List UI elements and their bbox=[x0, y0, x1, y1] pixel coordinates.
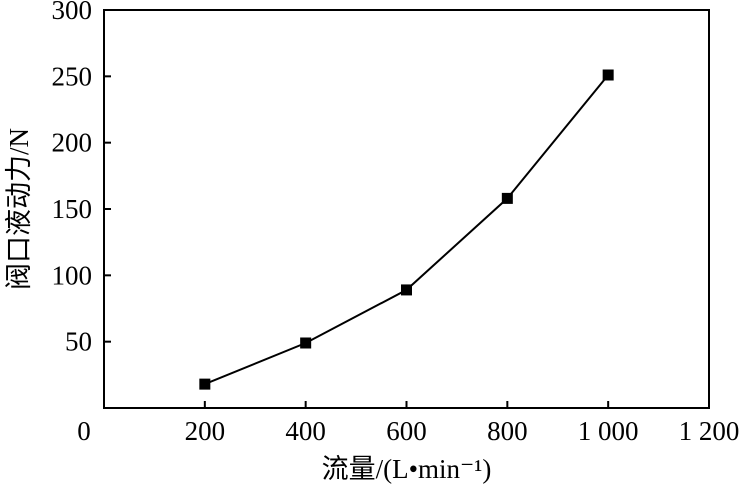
x-tick-label: 1 000 bbox=[578, 416, 639, 446]
plot-frame bbox=[103, 9, 710, 409]
x-tick-label: 0 bbox=[77, 416, 91, 446]
x-tick-label: 200 bbox=[185, 416, 226, 446]
data-point-marker bbox=[602, 69, 614, 81]
data-point-marker bbox=[199, 378, 211, 390]
x-tick-labels: 0 200 400 600 800 1 000 1 200 bbox=[77, 416, 739, 446]
y-tick-label: 300 bbox=[52, 0, 93, 25]
y-tick-labels: 50 100 150 200 250 300 bbox=[52, 0, 93, 357]
y-tick-label: 200 bbox=[52, 128, 93, 158]
data-point-marker bbox=[501, 192, 513, 204]
x-tick-label: 600 bbox=[386, 416, 427, 446]
y-tick-label: 250 bbox=[52, 61, 93, 91]
y-tick-label: 50 bbox=[65, 327, 92, 357]
x-tick-label: 400 bbox=[285, 416, 326, 446]
y-axis-title: 阀口液动力/N bbox=[4, 128, 34, 290]
x-tick-label: 800 bbox=[487, 416, 528, 446]
y-tick-label: 150 bbox=[52, 194, 93, 224]
axis-ticks bbox=[104, 75, 610, 408]
data-point-marker bbox=[401, 284, 412, 296]
x-axis-title: 流量/(L•min⁻¹) bbox=[322, 454, 492, 484]
y-tick-label: 100 bbox=[52, 260, 93, 290]
data-point-marker bbox=[300, 337, 312, 349]
data-markers bbox=[199, 69, 614, 390]
x-tick-label: 1 200 bbox=[679, 416, 740, 446]
series-line bbox=[204, 74, 609, 386]
